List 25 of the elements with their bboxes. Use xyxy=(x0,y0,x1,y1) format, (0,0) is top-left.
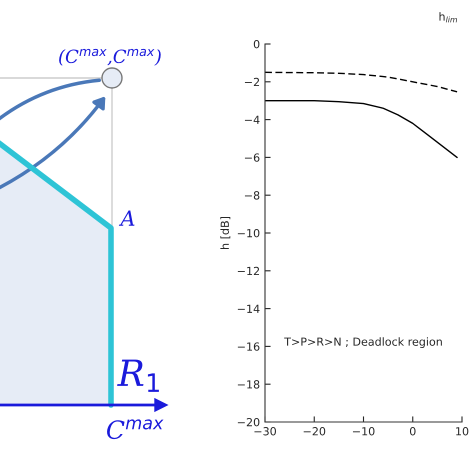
y-tick-label: −8 xyxy=(244,191,260,200)
line-series xyxy=(265,100,458,158)
line-series xyxy=(265,72,458,93)
y-tick-label: −14 xyxy=(238,304,260,313)
y-tick-label: 0 xyxy=(254,40,260,48)
text: h$_{lim}$ xyxy=(439,12,458,22)
x-tick-label: 10 xyxy=(456,427,468,436)
y-tick-label: −20 xyxy=(238,418,260,426)
y-axis-title: h [dB] xyxy=(220,216,230,249)
x-tick-label: 0 xyxy=(410,427,416,436)
x-tick-label: −30 xyxy=(254,427,276,436)
text: (C$^{max}$,C$^{max}$) xyxy=(59,48,161,66)
y-tick-label: −18 xyxy=(238,380,260,389)
y-tick-label: −4 xyxy=(244,116,260,124)
text: R$_{1}$ xyxy=(117,360,159,392)
annotation: T>P>R>N ; Deadlock region xyxy=(284,337,442,348)
y-tick-label: −2 xyxy=(244,78,260,86)
x-tick-label: −20 xyxy=(304,427,326,436)
y-tick-label: −12 xyxy=(238,266,260,276)
text: A xyxy=(118,210,134,226)
y-tick-label: −6 xyxy=(244,153,260,162)
x-tick-label: −10 xyxy=(352,427,374,436)
text: C$^{max}$ xyxy=(107,419,164,440)
y-tick-label: −10 xyxy=(238,228,260,238)
y-tick-label: −16 xyxy=(238,342,260,351)
